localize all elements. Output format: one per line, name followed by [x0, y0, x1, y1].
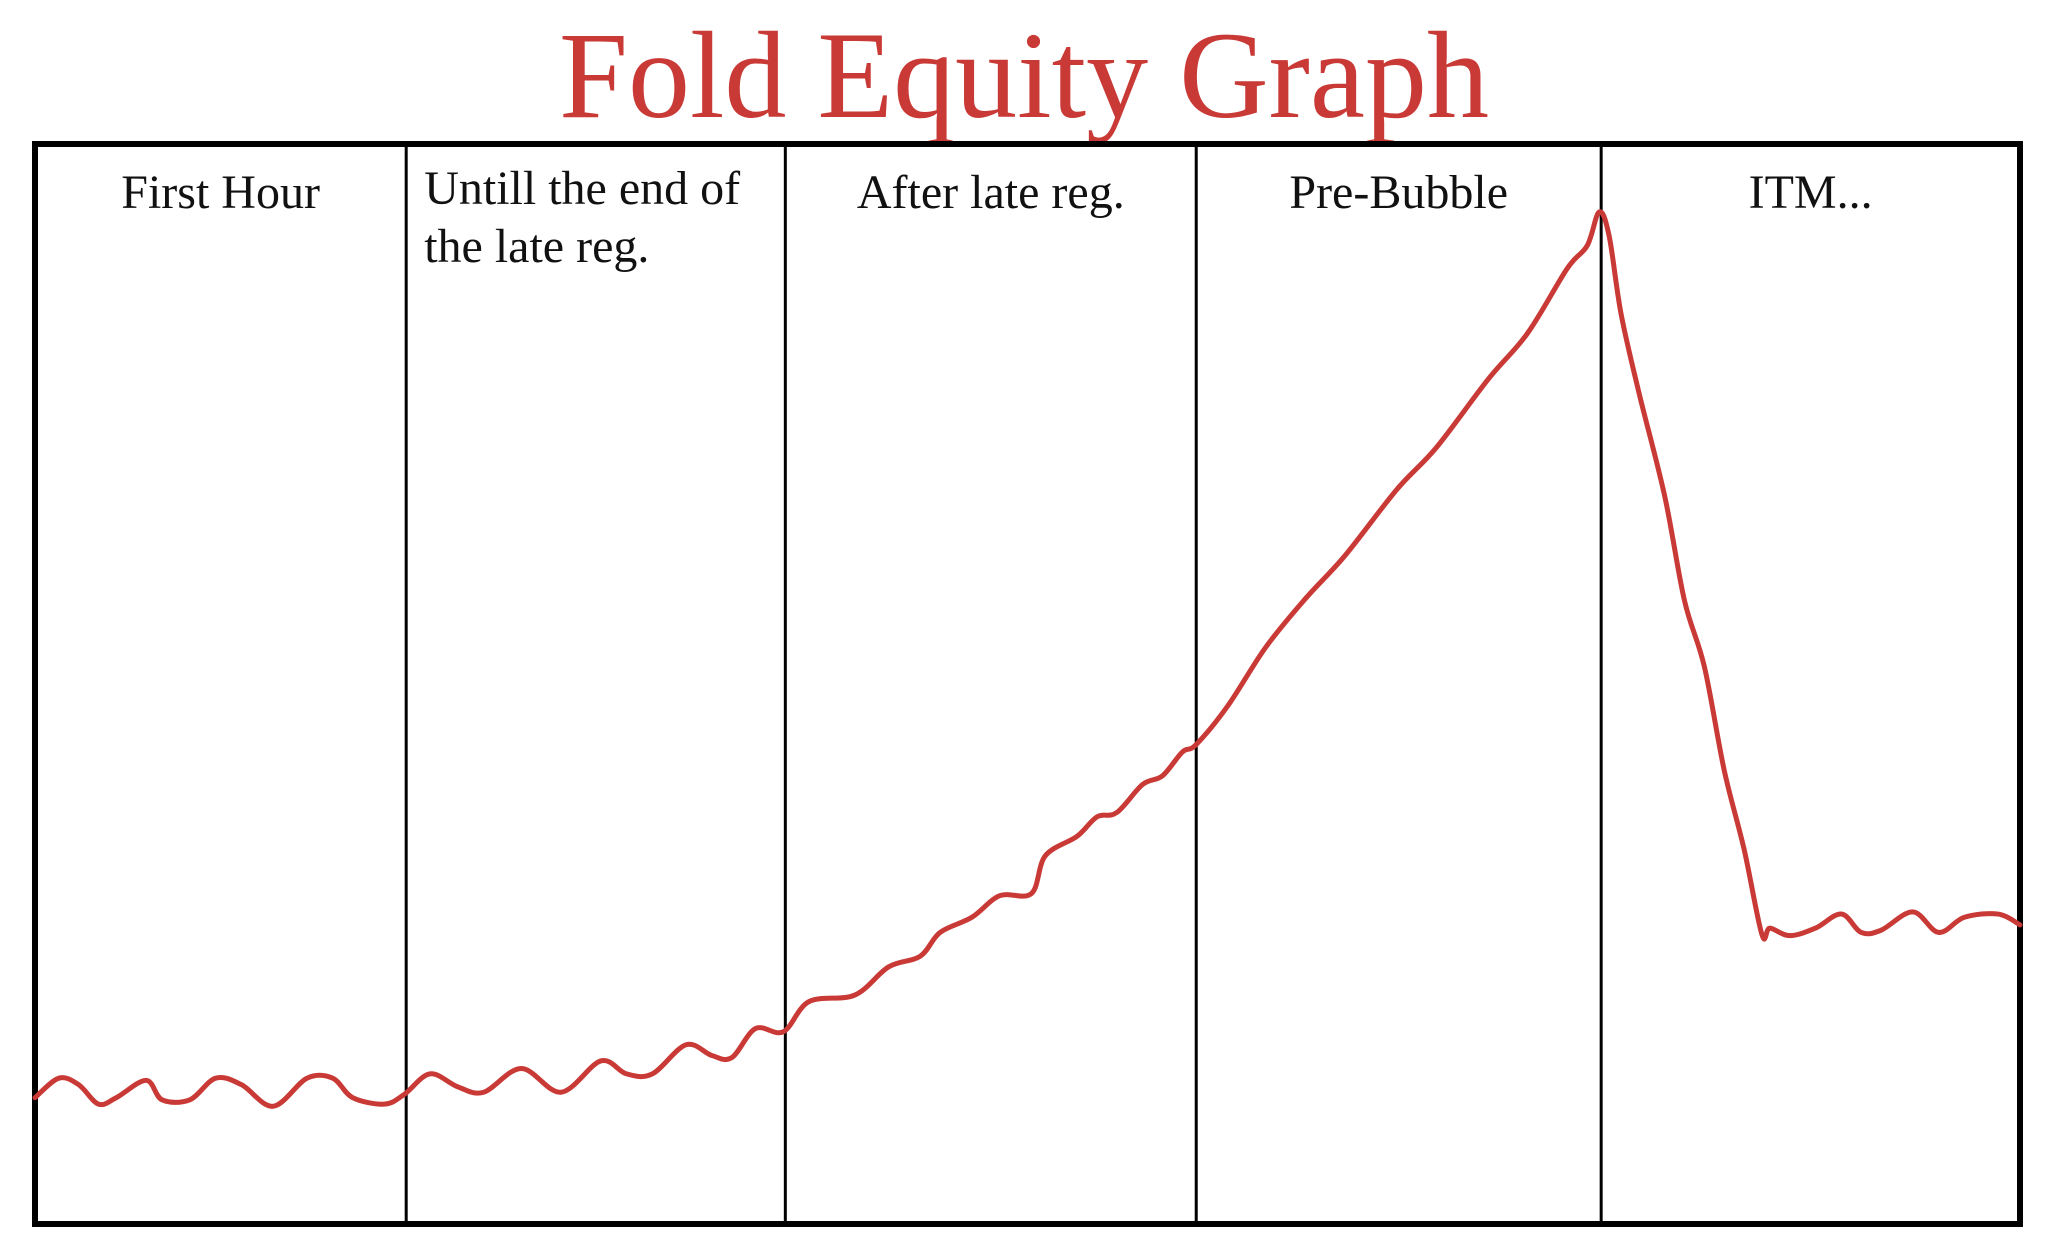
phase-label: First Hour — [121, 166, 320, 219]
chart-title: Fold Equity Graph — [559, 7, 1489, 144]
phase-label: Pre-Bubble — [1289, 166, 1508, 219]
fold-equity-line — [32, 209, 2023, 1109]
phase-label: ITM... — [1748, 166, 1873, 219]
phase-label: After late reg. — [856, 166, 1125, 219]
phase-label: Untill the end of the late reg. — [424, 162, 741, 273]
chart-frame — [32, 141, 2023, 1227]
